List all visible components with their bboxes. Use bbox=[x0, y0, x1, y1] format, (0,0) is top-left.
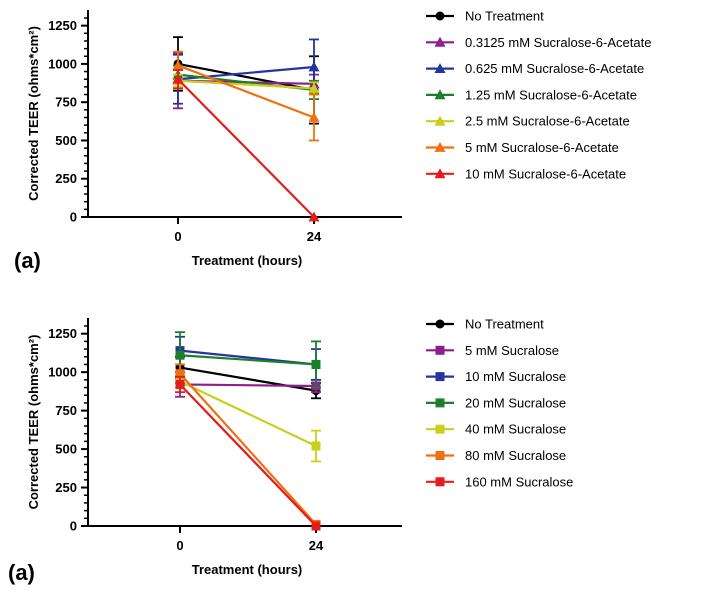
legend-item: No Treatment bbox=[426, 9, 544, 24]
legend-marker bbox=[434, 168, 446, 179]
legend-marker bbox=[434, 63, 446, 73]
legend-label: 0.625 mM Sucralose-6-Acetate bbox=[465, 61, 644, 76]
legend-label: 80 mM Sucralose bbox=[465, 448, 566, 463]
data-point bbox=[311, 521, 321, 531]
x-tick-label: 24 bbox=[307, 229, 322, 244]
chart-panel-2: 0 250 500 750 1000 1250 0 24 Treatment (hours) Co… bbox=[8, 317, 573, 586]
series-4 bbox=[175, 331, 321, 389]
legend-marker bbox=[435, 398, 445, 408]
data-point bbox=[308, 112, 320, 122]
legend-item: 10 mM Sucralose-6-Acetate bbox=[426, 166, 626, 181]
legend-marker bbox=[434, 142, 446, 152]
y-tick-label: 1000 bbox=[48, 56, 77, 71]
legend-marker bbox=[435, 345, 445, 355]
chart-panel-1: 0 250 500 750 1000 1250 0 24 Treatment (hours) Co… bbox=[14, 9, 651, 274]
legend-item: 5 mM Sucralose bbox=[426, 343, 559, 358]
legend-label: 0.3125 mM Sucralose-6-Acetate bbox=[465, 35, 651, 50]
legend-item: 0.3125 mM Sucralose-6-Acetate bbox=[426, 35, 651, 50]
data-point bbox=[175, 350, 185, 360]
series-7 bbox=[172, 69, 320, 222]
legend-marker bbox=[435, 477, 445, 487]
legend-label: 5 mM Sucralose-6-Acetate bbox=[465, 140, 619, 155]
series-line bbox=[179, 366, 317, 392]
series-line bbox=[179, 380, 317, 447]
panel-label: (a) bbox=[8, 560, 35, 585]
series-3 bbox=[175, 335, 321, 381]
series-line bbox=[179, 383, 317, 388]
x-axis-title: Treatment (hours) bbox=[192, 253, 303, 268]
x-axis-title: Treatment (hours) bbox=[192, 562, 303, 577]
legend-item: No Treatment bbox=[426, 317, 544, 332]
legend-label: 40 mM Sucralose bbox=[465, 422, 566, 437]
legend-label: 10 mM Sucralose bbox=[465, 369, 566, 384]
legend-marker bbox=[434, 115, 446, 126]
legend-marker bbox=[435, 11, 445, 21]
series-line bbox=[177, 64, 315, 119]
legend-item: 20 mM Sucralose bbox=[426, 395, 566, 410]
legend-item: 80 mM Sucralose bbox=[426, 448, 566, 463]
y-axis-title: Corrected TEER (ohms*cm²) bbox=[26, 26, 41, 201]
series-7 bbox=[175, 375, 321, 531]
legend-marker bbox=[434, 89, 446, 100]
data-point bbox=[311, 359, 321, 369]
data-point bbox=[175, 379, 185, 389]
y-tick-label: 500 bbox=[55, 133, 77, 148]
legend-item: 160 mM Sucralose bbox=[426, 474, 573, 489]
y-axis-title: Corrected TEER (ohms*cm²) bbox=[26, 335, 41, 510]
y-tick-label: 1000 bbox=[48, 365, 77, 380]
legend-label: No Treatment bbox=[465, 9, 544, 24]
legend-label: 20 mM Sucralose bbox=[465, 395, 566, 410]
legend-item: 2.5 mM Sucralose-6-Acetate bbox=[426, 114, 630, 129]
data-point bbox=[172, 59, 184, 70]
y-tick-label: 1250 bbox=[48, 326, 77, 341]
legend-marker bbox=[435, 319, 445, 329]
legend-marker bbox=[434, 36, 446, 47]
legend-label: 2.5 mM Sucralose-6-Acetate bbox=[465, 114, 630, 129]
y-tick-label: 1250 bbox=[48, 18, 77, 33]
series-line bbox=[177, 78, 315, 218]
y-tick-label: 500 bbox=[55, 442, 77, 457]
data-point bbox=[308, 61, 320, 72]
legend-item: 0.625 mM Sucralose-6-Acetate bbox=[426, 61, 644, 76]
data-point bbox=[308, 82, 320, 93]
series-line bbox=[177, 62, 315, 92]
data-point bbox=[175, 369, 185, 379]
legend-item: 1.25 mM Sucralose-6-Acetate bbox=[426, 87, 637, 102]
data-point bbox=[311, 441, 321, 451]
y-tick-label: 750 bbox=[55, 403, 77, 418]
y-tick-label: 250 bbox=[55, 171, 77, 186]
y-tick-label: 250 bbox=[55, 480, 77, 495]
legend-item: 40 mM Sucralose bbox=[426, 422, 566, 437]
legend-label: No Treatment bbox=[465, 317, 544, 332]
x-tick-label: 0 bbox=[174, 229, 181, 244]
panel-label: (a) bbox=[14, 248, 41, 273]
legend-marker bbox=[435, 451, 445, 460]
data-point bbox=[172, 73, 184, 84]
legend-item: 5 mM Sucralose-6-Acetate bbox=[426, 140, 619, 155]
legend-item: 10 mM Sucralose bbox=[426, 369, 566, 384]
series-line bbox=[177, 79, 315, 90]
legend-label: 1.25 mM Sucralose-6-Acetate bbox=[465, 87, 637, 102]
legend-marker bbox=[435, 372, 445, 382]
y-tick-label: 750 bbox=[55, 95, 77, 110]
data-point bbox=[308, 211, 320, 222]
series-line bbox=[179, 372, 317, 526]
x-tick-label: 24 bbox=[309, 538, 324, 553]
y-tick-label: 0 bbox=[70, 210, 77, 225]
legend-marker bbox=[435, 424, 445, 434]
y-tick-label: 0 bbox=[70, 519, 77, 534]
legend-label: 5 mM Sucralose bbox=[465, 343, 559, 358]
legend-label: 10 mM Sucralose-6-Acetate bbox=[465, 166, 626, 181]
legend-label: 160 mM Sucralose bbox=[465, 474, 573, 489]
x-tick-label: 0 bbox=[176, 538, 183, 553]
series-line bbox=[179, 383, 317, 527]
series-line bbox=[179, 354, 317, 366]
